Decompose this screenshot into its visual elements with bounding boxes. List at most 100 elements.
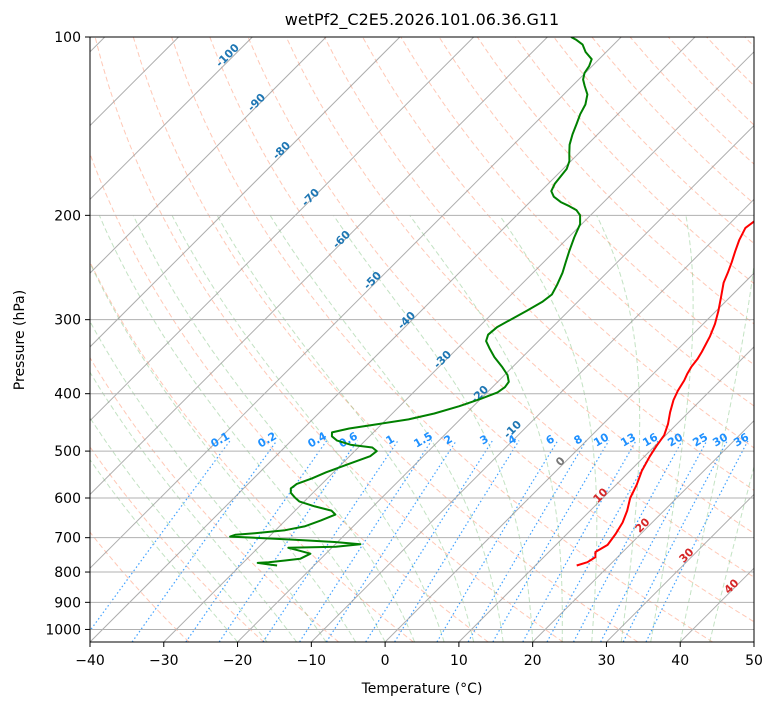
isotherm-label: 10	[591, 485, 611, 505]
isotherm-line	[606, 493, 754, 642]
x-tick-label: 50	[745, 653, 763, 669]
moist-adiabat	[409, 215, 563, 642]
dry-adiabat	[94, 37, 564, 642]
y-tick-label: 900	[54, 595, 81, 611]
mixing-ratio-label: 0.4	[306, 429, 330, 450]
dry-adiabat	[132, 37, 639, 642]
isotherm-line	[384, 272, 754, 642]
isotherm-label: 20	[633, 515, 653, 535]
x-tick-label: 30	[598, 653, 616, 669]
isotherm-line	[163, 51, 754, 642]
x-tick-label: −30	[149, 653, 179, 669]
isotherm-line	[458, 346, 754, 642]
dry-adiabat	[90, 152, 489, 642]
isotherm-label: -70	[299, 186, 322, 209]
y-axis-label: Pressure (hPa)	[12, 290, 28, 390]
dry-adiabat	[171, 37, 713, 642]
isotherm-label: 30	[677, 545, 697, 565]
y-tick-label: 500	[54, 444, 81, 460]
dry-adiabat	[438, 37, 754, 366]
mixing-ratio-label: 16	[640, 430, 660, 449]
grid	[90, 37, 754, 642]
isotherm-line	[532, 419, 754, 642]
moist-adiabat	[90, 320, 327, 642]
dry-adiabat	[323, 37, 754, 491]
mixing-ratio-line	[436, 440, 559, 642]
y-axis: 1000 900 800 700 600 500 400 300 200 100	[45, 30, 90, 638]
mixing-ratio-label: 6	[544, 432, 557, 447]
moist-adiabat	[171, 215, 445, 642]
mixing-ratio-line	[645, 440, 749, 642]
mixing-ratio-label: 1.5	[412, 429, 435, 450]
mixing-ratio-line	[131, 440, 278, 642]
x-tick-label: 40	[671, 653, 689, 669]
moist-adiabat	[90, 262, 357, 642]
moist-adiabat	[269, 215, 504, 642]
moist-adiabat	[679, 261, 754, 642]
mixing-ratio-line	[325, 440, 457, 642]
mixing-ratio-line	[467, 440, 587, 642]
x-tick-label: −40	[75, 653, 105, 669]
x-tick-label: 20	[524, 653, 542, 669]
chart-title: wetPf2_C2E5.2026.101.06.36.G11	[284, 10, 560, 29]
mixing-ratio-line	[394, 440, 520, 642]
x-tick-label: 0	[381, 653, 390, 669]
y-tick-label: 300	[54, 313, 81, 329]
mixing-ratio-line	[572, 440, 683, 642]
mixing-ratio-line	[365, 440, 494, 642]
mixing-ratio-line	[600, 440, 708, 642]
dry-adiabat	[90, 531, 190, 642]
moist-adiabat	[90, 458, 238, 642]
dry-adiabat	[90, 356, 339, 642]
isotherm-label: -90	[245, 91, 268, 114]
reference-labels: -100-90-80-70-60-50-40-30-20-100.1 0.2 0.4…	[209, 41, 752, 597]
dry-adiabat	[706, 37, 754, 87]
mixing-ratio-line	[492, 440, 610, 642]
isotherm-label: -40	[395, 309, 418, 332]
dry-adiabat	[362, 37, 754, 449]
y-tick-label: 100	[54, 30, 81, 46]
mixing-ratio-label: 36	[731, 430, 751, 449]
isotherm-line	[310, 198, 754, 642]
series-layer	[229, 37, 754, 567]
dewpoint-profile-line	[229, 37, 593, 567]
moist-adiabat	[132, 215, 416, 642]
isotherm-line	[90, 37, 475, 422]
y-tick-label: 400	[54, 387, 81, 403]
isotherm-line	[90, 37, 401, 348]
isotherm-label: -30	[431, 348, 454, 371]
mixing-ratio-label: 25	[690, 431, 710, 450]
mixing-ratio-label: 0.2	[256, 429, 279, 450]
reference-lines	[90, 37, 754, 642]
y-tick-label: 600	[54, 491, 81, 507]
isotherm-label: -80	[270, 139, 293, 162]
mixing-ratio-label: 2	[442, 432, 455, 447]
mixing-ratio-line	[622, 440, 728, 642]
mixing-ratio-line	[262, 440, 399, 642]
dry-adiabat	[744, 37, 754, 47]
mixing-ratio-line	[218, 440, 358, 642]
isotherm-line	[90, 37, 253, 201]
mixing-ratio-label: 0.6	[337, 429, 361, 450]
mixing-ratio-label: 13	[618, 431, 638, 450]
mixing-ratio-line	[522, 440, 637, 642]
isotherm-line	[679, 567, 754, 642]
dry-adiabat	[515, 37, 754, 285]
isotherm-line	[753, 641, 754, 642]
moist-adiabat	[499, 215, 598, 642]
mixing-ratio-line	[90, 440, 231, 632]
isotherm-line	[90, 37, 622, 569]
dry-adiabat	[629, 37, 754, 165]
x-axis: −40 −30 −20 −10 0 10 20 30 40 50	[75, 642, 763, 669]
isotherm-label: -50	[361, 269, 384, 292]
moist-adiabat	[709, 465, 754, 642]
y-tick-label: 800	[54, 565, 81, 581]
dry-adiabat	[90, 446, 265, 642]
isotherm-line	[90, 37, 696, 642]
moist-adiabat	[98, 215, 386, 642]
plot-frame	[89, 36, 755, 643]
mixing-ratio-label: 0.1	[209, 429, 232, 450]
x-tick-label: 10	[450, 653, 468, 669]
x-tick-label: −10	[297, 653, 327, 669]
